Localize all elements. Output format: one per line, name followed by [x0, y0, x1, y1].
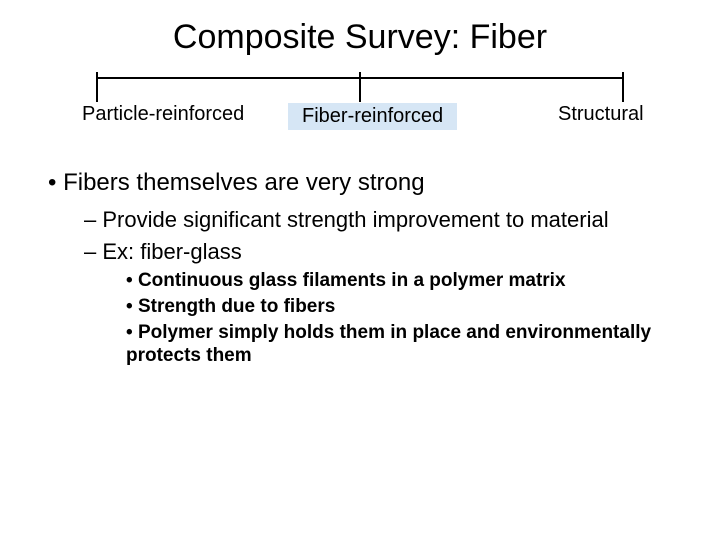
bullet-list: Fibers themselves are very strong Provid… — [48, 168, 668, 370]
bullet-l2a: Provide significant strength improvement… — [84, 206, 668, 234]
category-structural: Structural — [558, 103, 644, 126]
bullet-l1: Fibers themselves are very strong — [48, 168, 668, 198]
category-bracket — [96, 72, 624, 102]
bullet-l2b: Ex: fiber-glass — [84, 238, 668, 266]
category-particle: Particle-reinforced — [82, 103, 244, 126]
category-fiber: Fiber-reinforced — [288, 103, 457, 130]
bullet-l3b: Strength due to fibers — [126, 295, 668, 319]
bullet-l3c: Polymer simply holds them in place and e… — [126, 321, 668, 369]
slide: Composite Survey: Fiber Particle-reinfor… — [0, 0, 720, 540]
bullet-l3a: Continuous glass filaments in a polymer … — [126, 269, 668, 293]
page-title: Composite Survey: Fiber — [0, 18, 720, 57]
